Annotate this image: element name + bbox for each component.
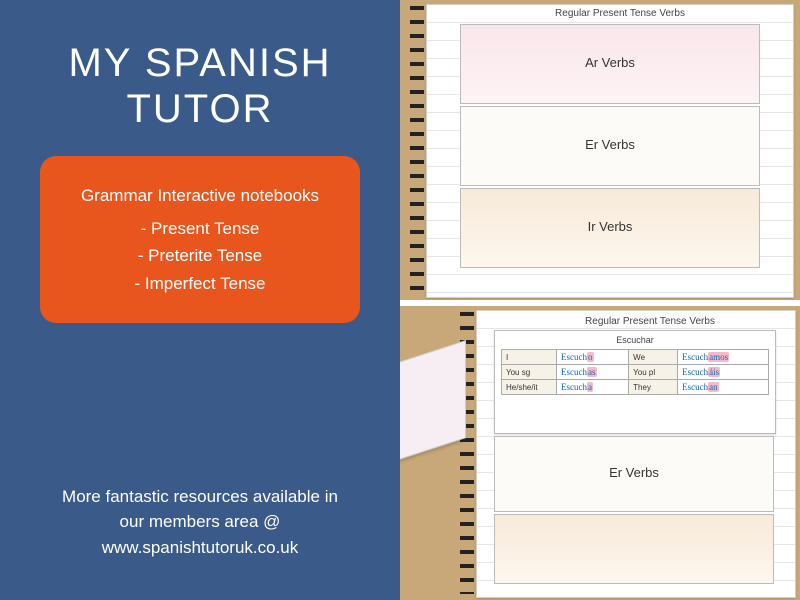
flap-er-bottom: Er Verbs [494, 436, 774, 512]
worksheet-heading: Regular Present Tense Verbs [510, 8, 730, 19]
table-row: You sgEscuchasYou plEscucháis [502, 365, 769, 380]
flap-ir: Ir Verbs [460, 188, 760, 268]
left-panel: MY SPANISH TUTOR Grammar Interactive not… [0, 0, 400, 600]
footer-line-2: our members area @ [120, 512, 281, 531]
table-row: He/she/itEscuchaTheyEscuchan [502, 380, 769, 395]
promo-graphic: MY SPANISH TUTOR Grammar Interactive not… [0, 0, 800, 600]
right-photos: Regular Present Tense Verbs Ar Verbs Er … [400, 0, 800, 600]
conjugation-table: IEscuchoWeEscuchamosYou sgEscuchasYou pl… [501, 349, 769, 395]
table-verb-title: Escuchar [495, 335, 775, 345]
title-line-2: TUTOR [126, 87, 273, 131]
feature-card: Grammar Interactive notebooks - Present … [40, 156, 360, 323]
card-item-2: - Preterite Tense [62, 242, 338, 269]
table-row: IEscuchoWeEscuchamos [502, 350, 769, 365]
footer-text: More fantastic resources available in ou… [58, 484, 342, 571]
flap-ar-label: Ar Verbs [461, 55, 759, 70]
flap-ar: Ar Verbs [460, 24, 760, 104]
conjugation-panel: Escuchar IEscuchoWeEscuchamosYou sgEscuc… [494, 330, 776, 434]
photo-top: Regular Present Tense Verbs Ar Verbs Er … [400, 0, 800, 300]
worksheet-heading: Regular Present Tense Verbs [550, 316, 750, 327]
card-item-1: - Present Tense [62, 215, 338, 242]
footer-line-1: More fantastic resources available in [62, 487, 338, 506]
photo-bottom: Regular Present Tense Verbs Escuchar IEs… [400, 306, 800, 600]
lifted-flap [400, 340, 466, 461]
card-item-3: - Imperfect Tense [62, 270, 338, 297]
main-title: MY SPANISH TUTOR [68, 40, 331, 132]
spiral-binding-icon [410, 6, 424, 294]
title-line-1: MY SPANISH [68, 41, 331, 85]
flap-ir-bottom [494, 514, 774, 584]
card-header: Grammar Interactive notebooks [62, 182, 338, 209]
flap-er-label: Er Verbs [461, 137, 759, 152]
footer-line-3: www.spanishtutoruk.co.uk [102, 538, 299, 557]
flap-ir-label: Ir Verbs [461, 219, 759, 234]
flap-er-bottom-label: Er Verbs [495, 465, 773, 480]
flap-er: Er Verbs [460, 106, 760, 186]
